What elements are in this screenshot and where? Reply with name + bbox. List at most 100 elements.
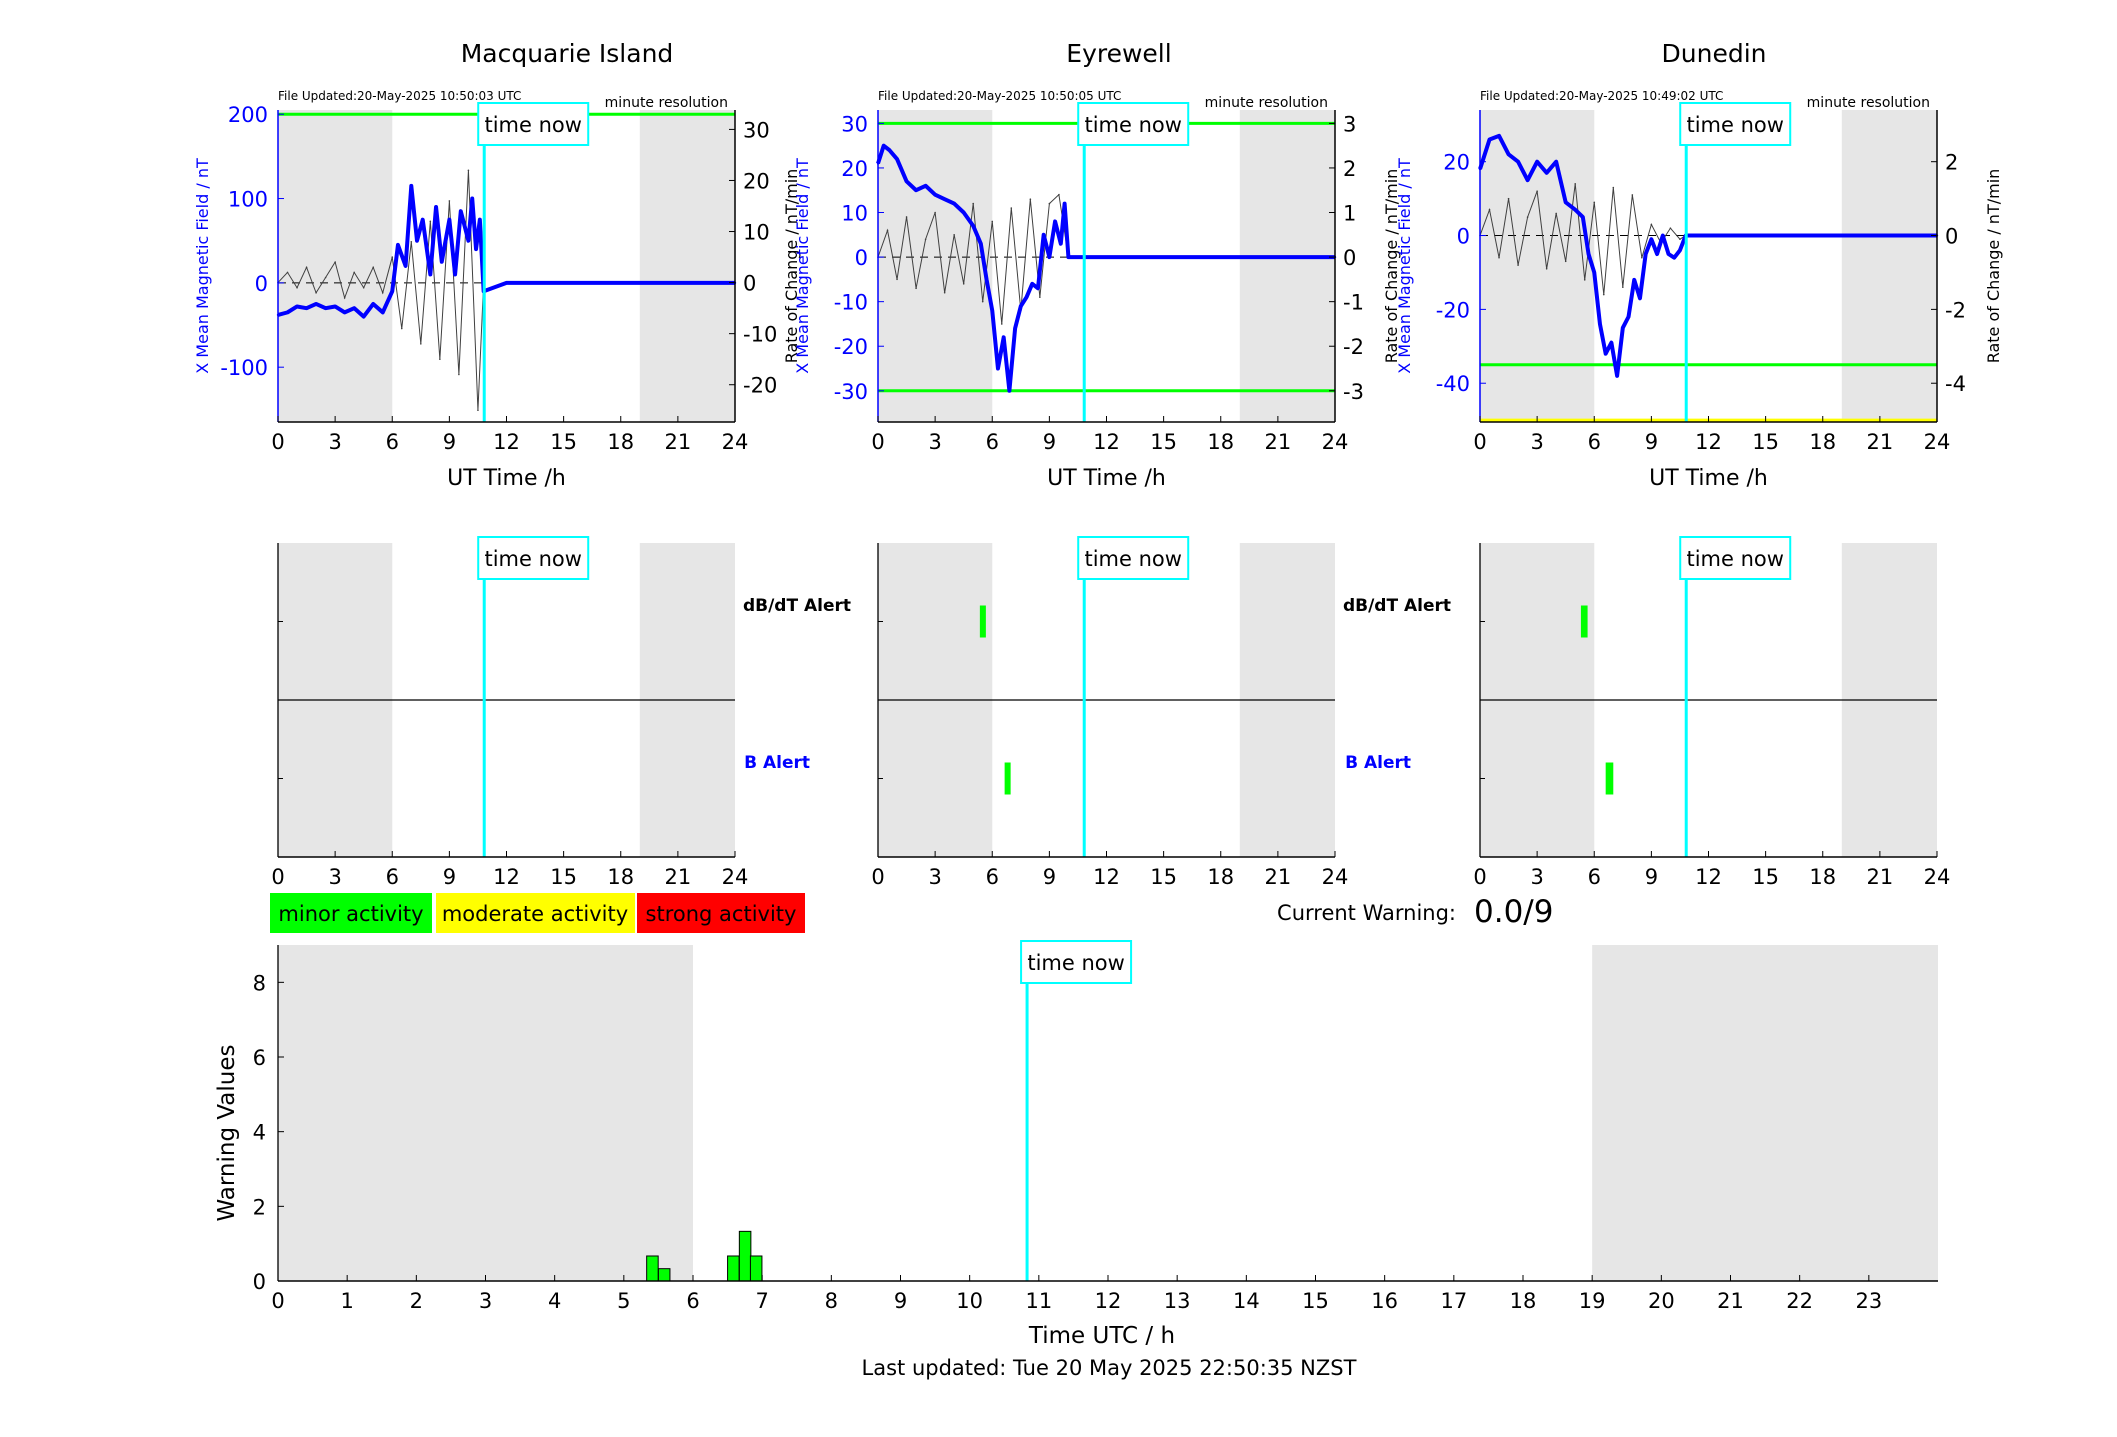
top-panel-1-rate-point [353, 271, 355, 274]
top-panel-2-field-point [1063, 202, 1066, 205]
top-panel-2-field-point [985, 278, 988, 281]
top-panel-3-field-point [1526, 178, 1529, 182]
warning-panel-bar-2 [727, 1255, 740, 1282]
top-panel-1-rate-point [410, 240, 413, 243]
top-panel-3-left-axis-title: X Mean Magnetic Field / nT [1395, 158, 1414, 374]
alert-panel-3-x-tick-label: 0 [1473, 865, 1486, 889]
top-panel-3-x-tick-label: 21 [1867, 430, 1894, 454]
top-panel-2-field-point [1019, 304, 1023, 308]
top-panel-2-left-tick-label: 20 [841, 157, 868, 181]
top-panel-3-x-tick-label: 3 [1530, 430, 1543, 454]
top-panel-1-rate-point [286, 271, 289, 274]
alert-panel-3-x-tick-label: 24 [1924, 865, 1951, 889]
top-panel-3-rate-point [1593, 201, 1596, 204]
top-panel-2-rate-point [962, 283, 965, 285]
file-updated-eyrewell: File Updated:20-May-2025 10:50:05 UTC [878, 89, 1121, 103]
top-panel-2-field-point [1013, 327, 1017, 330]
top-panel-1-rate-point [372, 266, 375, 269]
top-panel-2-left-tick-label: 10 [841, 202, 868, 226]
top-panel-1-field-point [459, 209, 462, 213]
top-panel-2-right-tick-label: 1 [1343, 202, 1356, 226]
warning-panel-x-tick-label: 12 [1095, 1289, 1122, 1313]
alert-panel-3-x-tick-label: 15 [1752, 865, 1779, 889]
top-panel-1-field-point [324, 306, 327, 310]
alert-panel-2-time-now-label: time now [1084, 547, 1181, 571]
warning-panel-bar-4 [749, 1255, 763, 1282]
alert-panel-1-time-now-label: time now [484, 547, 581, 571]
warning-panel-night-shade-0 [278, 945, 693, 1281]
top-panel-2-field-point [1059, 242, 1063, 245]
top-panel-2-right-tick-label: 3 [1343, 112, 1356, 136]
top-panel-2-right-tick-label: -2 [1343, 335, 1364, 359]
alert-panel-2-x-tick-label: 6 [986, 865, 999, 889]
top-panel-1-field-point [295, 305, 299, 308]
top-panel-3-field-point [1554, 160, 1558, 163]
last-updated: Last updated: Tue 20 May 2025 22:50:35 N… [862, 1356, 1357, 1380]
warning-panel-x-tick-label: 6 [686, 1289, 699, 1313]
top-panel-3-x-axis-title: UT Time /h [1649, 466, 1768, 491]
top-panel-1-rate-point [420, 343, 422, 345]
top-panel-2-field-point [1025, 296, 1028, 299]
top-panel-2-field-point [1053, 220, 1057, 223]
top-panel-2-left-axis-title: X Mean Magnetic Field / nT [793, 158, 812, 374]
top-panel-1-rate-point [448, 200, 451, 202]
alert-panel-1-x-tick-label: 9 [443, 865, 456, 889]
resolution-macquarie-island: minute resolution [605, 95, 728, 111]
top-panel-3-rate-point [1574, 183, 1577, 185]
warning-panel-x-tick-label: 4 [548, 1289, 561, 1313]
top-panel-1-x-tick-label: 24 [722, 430, 749, 454]
top-panel-2-field-point [991, 309, 994, 312]
top-panel-3-x-tick-label: 15 [1752, 430, 1779, 454]
top-panel-3-field-point [1627, 315, 1630, 318]
warning-panel-x-tick-label: 9 [894, 1289, 907, 1313]
top-panel-3-time-now-box [1679, 102, 1792, 146]
top-panel-1-field-point [404, 264, 407, 268]
top-panel-3-field-point [1678, 249, 1682, 252]
top-panel-2-x-tick-label: 9 [1043, 430, 1056, 454]
top-panel-2-field-point [952, 202, 956, 205]
top-panel-3-right-tick-label: 0 [1945, 225, 1958, 249]
warning-panel-x-tick-label: 17 [1440, 1289, 1467, 1313]
warning-panel-x-tick-label: 14 [1233, 1289, 1260, 1313]
top-panel-3-rate-point [1622, 286, 1624, 289]
top-panel-1-right-tick-label: -20 [743, 374, 777, 398]
b-alert-label-2: B Alert [1345, 753, 1411, 773]
top-panel-2-field-point [972, 224, 975, 228]
alert-panel-1-time-now-box [477, 536, 590, 580]
top-panel-2-field-series [876, 143, 1335, 393]
top-panel-2-x-tick-label: 21 [1265, 430, 1292, 454]
top-panel-1-field-point [286, 311, 289, 314]
top-panel-3-rate-point [1555, 212, 1557, 215]
top-panel-3-field-point [1574, 208, 1577, 211]
top-panel-3-x-tick-label: 9 [1645, 430, 1658, 454]
warning-panel-bar-3 [738, 1230, 752, 1282]
top-panel-2-rate-point [972, 202, 975, 205]
top-panel-3-rate-point [1650, 223, 1653, 226]
top-panel-1-right-tick-label: -10 [743, 323, 777, 347]
top-panel-1-right-tick-label: 30 [743, 118, 770, 142]
legend-strong-label: strong activity [646, 902, 797, 926]
warning-panel-y-tick-label: 6 [253, 1046, 266, 1070]
top-panel-2-field-point [1002, 336, 1005, 339]
legend-strong-swatch [637, 893, 805, 933]
file-updated-macquarie-island: File Updated:20-May-2025 10:50:03 UTC [278, 89, 521, 103]
alert-panel-3-x-tick-label: 18 [1809, 865, 1836, 889]
top-panel-2-x-axis-title: UT Time /h [1047, 466, 1166, 491]
top-panel-2-field-point [979, 242, 983, 245]
alert-panel-3-x-tick-label: 9 [1645, 865, 1658, 889]
top-panel-3-field-point [1598, 322, 1602, 326]
warning-panel-x-tick-label: 16 [1371, 1289, 1398, 1313]
resolution-eyrewell: minute resolution [1205, 95, 1328, 111]
top-panel-1-field-point [581, 281, 584, 285]
warning-panel-x-tick-label: 5 [617, 1289, 630, 1313]
top-panel-1-x-tick-label: 3 [328, 430, 341, 454]
top-panel-3-field-point [1545, 171, 1548, 174]
top-panel-1-rate-point [439, 358, 441, 360]
top-panel-3-rate-point [1602, 293, 1605, 296]
top-panel-1-field-point [429, 273, 432, 276]
dbdt-alert-label-1: dB/dT Alert [743, 596, 851, 616]
top-panel-2-field-point [1031, 282, 1034, 286]
dbdt-alert-label-2: dB/dT Alert [1343, 596, 1451, 616]
alert-panel-1-x-tick-label: 3 [328, 865, 341, 889]
